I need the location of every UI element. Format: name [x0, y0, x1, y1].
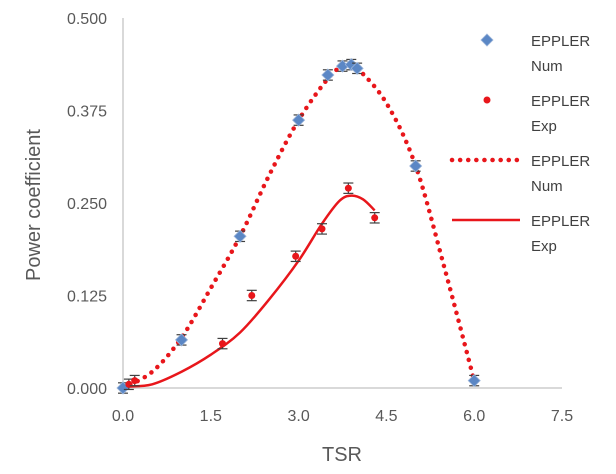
- data-point-eppler-num: [350, 61, 364, 75]
- legend-label: Num: [531, 178, 563, 195]
- series-line-eppler-num: [120, 61, 477, 391]
- legend-label: EPPLER: [531, 213, 590, 230]
- x-axis-title: TSR: [322, 444, 362, 466]
- y-tick-label: 0.250: [67, 196, 107, 213]
- plot-area: [116, 58, 481, 395]
- axes: [122, 18, 562, 389]
- tick-labels: 0.0 1.5 3.0 4.5 6.0 7.5 0.000 0.125 0.250 0.375 0.…: [67, 11, 573, 425]
- data-point-eppler-num: [321, 68, 335, 82]
- y-tick-label: 0.125: [67, 289, 107, 306]
- x-tick-label: 6.0: [463, 408, 485, 425]
- x-tick-label: 1.5: [200, 408, 222, 425]
- legend-symbol-circle: [483, 96, 491, 104]
- legend-label: EPPLER: [531, 33, 590, 50]
- data-point-eppler-num: [233, 229, 247, 243]
- data-point-eppler-exp: [125, 380, 133, 388]
- legend-label: Exp: [531, 238, 557, 255]
- legend-label: Exp: [531, 118, 557, 135]
- legend-label: EPPLER: [531, 93, 590, 110]
- y-tick-label: 0.375: [67, 104, 107, 121]
- data-point-eppler-exp: [371, 214, 379, 222]
- data-point-eppler-num: [174, 333, 189, 347]
- series-line-eppler-exp: [128, 194, 376, 388]
- x-tick-label: 0.0: [112, 408, 134, 425]
- legend: EPPLER Num EPPLER Exp EPPLER Num EPPLER Exp: [449, 33, 590, 255]
- data-point-eppler-exp: [131, 377, 139, 385]
- data-point-eppler-exp: [219, 340, 227, 348]
- y-tick-label: 0.000: [67, 381, 107, 398]
- x-tick-label: 3.0: [287, 408, 309, 425]
- data-point-eppler-exp: [248, 292, 256, 299]
- x-tick-label: 4.5: [375, 408, 397, 425]
- legend-symbol-diamond: [480, 33, 494, 47]
- data-point-eppler-exp: [318, 225, 326, 233]
- x-tick-label: 7.5: [551, 408, 573, 425]
- data-point-eppler-num: [467, 374, 481, 388]
- y-tick-label: 0.500: [67, 11, 107, 28]
- legend-label: Num: [531, 58, 563, 75]
- data-point-eppler-exp: [344, 184, 352, 192]
- data-point-eppler-num: [409, 159, 423, 173]
- data-point-eppler-exp: [292, 252, 300, 260]
- legend-label: EPPLER: [531, 153, 590, 170]
- data-point-eppler-num: [292, 113, 306, 127]
- y-axis-title: Power coefficient: [23, 129, 45, 281]
